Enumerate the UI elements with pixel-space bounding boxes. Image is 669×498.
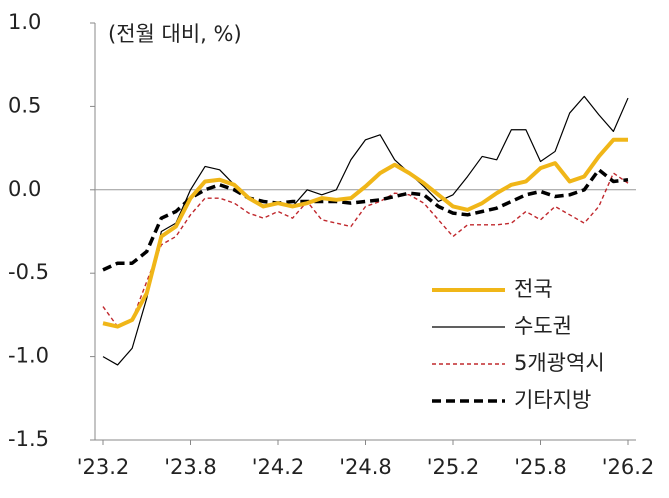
x-tick-label: '24.8 — [339, 455, 392, 479]
y-tick-label: 0.0 — [8, 177, 41, 201]
y-tick-label: -1.5 — [8, 427, 49, 451]
series-line — [102, 172, 629, 328]
y-tick-label: -1.0 — [8, 344, 49, 368]
x-tick-label: '25.2 — [427, 455, 480, 479]
x-tick-label: '24.2 — [252, 455, 305, 479]
legend-label: 전국 — [514, 277, 553, 301]
legend-label: 5개광역시 — [514, 351, 605, 375]
y-tick-label: 1.0 — [8, 10, 41, 34]
series-line — [102, 137, 628, 329]
legend-label: 수도권 — [514, 314, 572, 338]
legend-label: 기타지방 — [514, 388, 591, 412]
y-tick-label: 0.5 — [8, 93, 41, 117]
unit-annotation: (전월 대비, %) — [108, 22, 242, 46]
x-tick-label: '25.8 — [514, 455, 567, 479]
series-line — [102, 95, 629, 366]
x-tick-label: '26.2 — [602, 455, 655, 479]
x-tick-label: '23.2 — [77, 455, 130, 479]
y-tick-label: -0.5 — [8, 260, 49, 284]
x-tick-label: '23.8 — [164, 455, 217, 479]
